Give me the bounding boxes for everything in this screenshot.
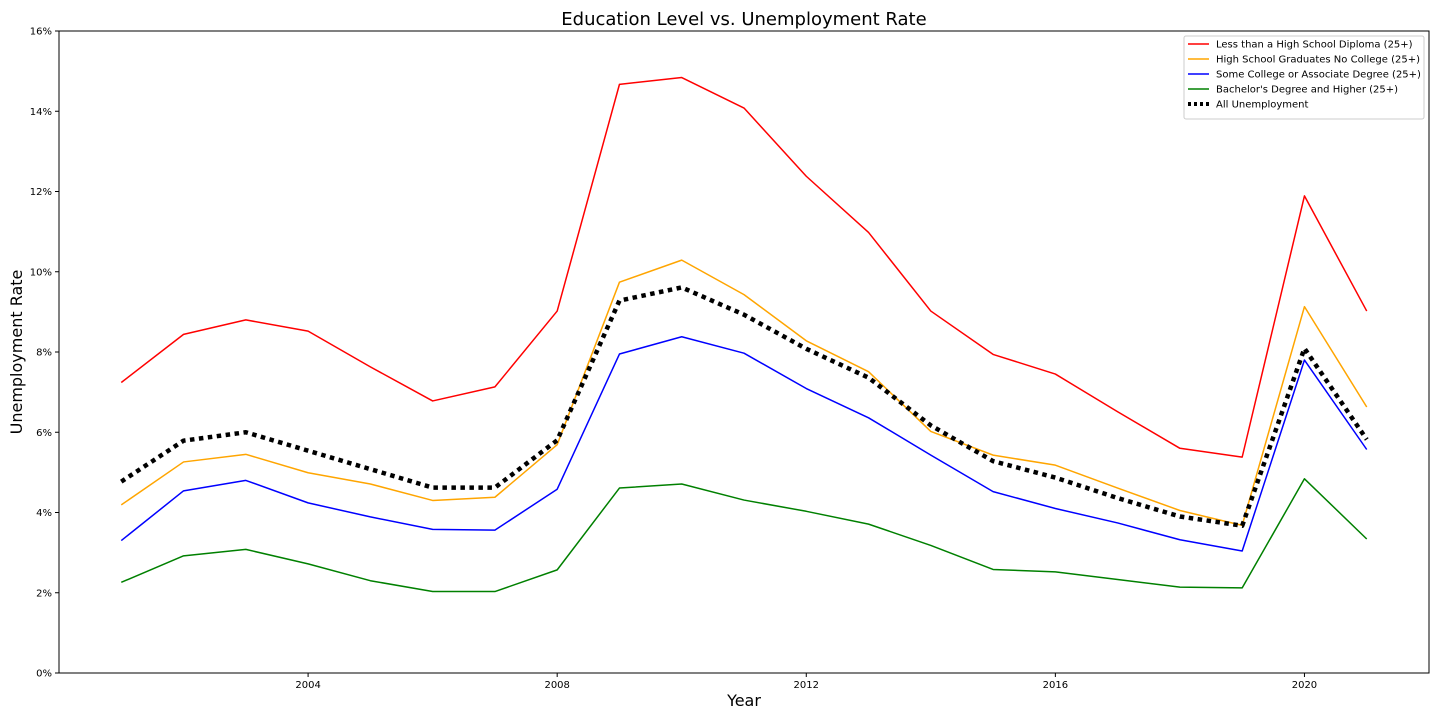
series-layer [120,76,1369,593]
y-tick-label: 12% [30,187,52,198]
chart-title: Education Level vs. Unemployment Rate [561,9,926,30]
y-tick-label: 6% [36,428,52,439]
y-tick-label: 0% [36,669,52,680]
x-tick-label: 2012 [794,680,819,691]
x-axis: 2004 2008 2012 2016 2020 [295,673,1317,691]
series-line-5 [120,285,1369,528]
y-axis: 0% 2% 4% 6% 8% 10% 12% 14% 16% [30,27,59,680]
y-tick-label: 16% [30,27,52,38]
series-line-2 [120,259,1368,527]
legend-label: All Unemployment [1216,100,1309,111]
y-tick-label: 10% [30,267,52,278]
y-tick-label: 4% [36,508,52,519]
y-tick-label: 2% [36,588,52,599]
series-line-3 [120,336,1368,552]
y-axis-title: Unemployment Rate [7,270,26,435]
y-tick-label: 14% [30,107,52,118]
x-tick-label: 2016 [1043,680,1068,691]
plot-area [58,30,1430,674]
legend: Less than a High School Diploma (25+) Hig… [1183,35,1425,120]
legend-label: Bachelor's Degree and Higher (25+) [1216,85,1398,96]
legend-box [1183,35,1425,120]
series-line-1 [120,76,1368,458]
legend-label: Less than a High School Diploma (25+) [1216,40,1413,51]
legend-label: High School Graduates No College (25+) [1216,55,1420,66]
x-axis-title: Year [726,691,761,710]
legend-label: Some College or Associate Degree (25+) [1216,70,1421,81]
x-tick-label: 2020 [1292,680,1317,691]
y-tick-label: 8% [36,348,52,359]
x-tick-label: 2004 [295,680,320,691]
series-line-4 [120,478,1368,593]
x-tick-label: 2008 [544,680,569,691]
